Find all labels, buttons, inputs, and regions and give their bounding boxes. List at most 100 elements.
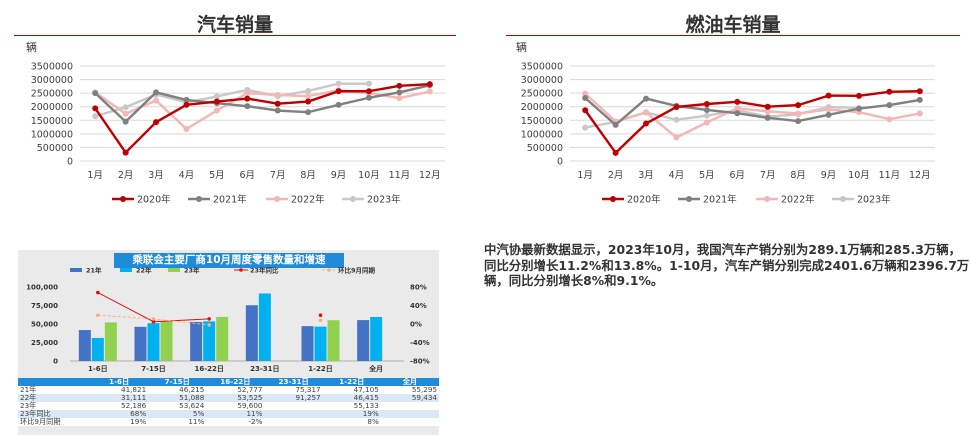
- legend-label: 2022年: [291, 194, 325, 206]
- data-point: [153, 97, 160, 104]
- rate-point: [96, 290, 100, 295]
- bar: [104, 322, 117, 361]
- table-cell: 46,415: [322, 394, 381, 402]
- bar: [314, 326, 327, 361]
- table-row: 22年 31,111 51,088 53,525 91,257 46,415 5…: [18, 394, 439, 402]
- data-point: [244, 103, 251, 110]
- bar: [203, 321, 216, 361]
- data-point: [396, 95, 403, 102]
- news-paragraph: 中汽协最新数据显示，2023年10月，我国汽车产销分别为289.1万辆和285.…: [484, 242, 970, 288]
- x-tick-label: 23-31日: [250, 365, 279, 373]
- data-point: [643, 95, 650, 102]
- table-cell: [380, 402, 439, 410]
- data-point: [335, 80, 342, 87]
- legend-marker: [327, 268, 331, 272]
- data-point: [92, 105, 99, 112]
- x-tick-label: 4月: [669, 170, 685, 181]
- x-tick-label: 12月: [909, 170, 931, 181]
- table-cell: [264, 410, 323, 418]
- legend-label: 21年: [86, 266, 102, 275]
- legend-marker: [274, 196, 280, 202]
- rate-point: [318, 318, 323, 323]
- table-cell: 23年: [18, 402, 90, 410]
- x-tick-label: 8月: [790, 170, 806, 181]
- y-tick-label: 1500000: [521, 116, 563, 127]
- table-header-cell: 7-15日: [148, 378, 207, 386]
- data-point: [703, 101, 710, 107]
- y-tick-label: 2000000: [521, 102, 563, 113]
- legend-label: 23年: [184, 266, 200, 275]
- title-underline: [506, 35, 960, 36]
- bar: [78, 330, 91, 361]
- x-tick-label: 3月: [148, 170, 164, 181]
- data-point: [183, 101, 190, 108]
- data-point: [582, 90, 589, 97]
- table-cell: 8%: [322, 418, 381, 426]
- legend-label: 2020年: [137, 194, 171, 206]
- data-point: [335, 88, 342, 95]
- data-point: [582, 107, 589, 114]
- table-cell: 68%: [90, 410, 149, 418]
- data-point: [703, 119, 710, 126]
- rate-point: [318, 313, 323, 318]
- data-point: [886, 102, 893, 109]
- table-cell: 31,111: [90, 394, 149, 402]
- title-underline: [14, 35, 456, 36]
- data-point: [274, 100, 281, 107]
- data-point: [916, 88, 923, 95]
- data-point: [825, 111, 832, 118]
- x-tick-label: 2月: [608, 170, 624, 181]
- pca-data-table: 1-6日 7-15日 16-22日 23-31日 1-22日 全月 21年 41…: [18, 378, 439, 426]
- table-cell: 53,525: [206, 394, 265, 402]
- data-point: [612, 121, 619, 128]
- series-line: [584, 92, 921, 139]
- table-header-cell: 全月: [380, 378, 439, 386]
- table-header-cell: 1-6日: [90, 378, 149, 386]
- rate-point: [207, 323, 211, 327]
- table-cell: 52,777: [206, 386, 265, 394]
- data-point: [795, 102, 802, 109]
- data-point: [153, 89, 160, 96]
- y2-tick-label: -40%: [410, 339, 430, 347]
- table-row: 21年 41,821 46,215 52,777 75,317 47,105 5…: [18, 386, 439, 394]
- table-cell: 52,186: [90, 402, 149, 410]
- x-tick-label: 2月: [118, 170, 134, 181]
- table-cell: [264, 402, 323, 410]
- series-line: [584, 97, 920, 127]
- data-point: [795, 118, 802, 125]
- x-tick-label: 8月: [300, 170, 316, 181]
- data-point: [274, 107, 281, 114]
- y-unit-label: 辆: [516, 41, 527, 54]
- x-tick-label: 4月: [179, 170, 195, 181]
- y-tick-label: 3000000: [521, 75, 563, 86]
- bar: [245, 305, 258, 361]
- data-point: [734, 110, 741, 117]
- legend-marker: [764, 196, 770, 202]
- table-cell: 19%: [322, 410, 381, 418]
- data-point: [916, 96, 923, 103]
- data-point: [673, 116, 680, 123]
- bar: [370, 317, 383, 361]
- legend-swatch: [168, 268, 180, 272]
- data-point: [122, 104, 129, 111]
- y-tick-label: 500000: [37, 143, 73, 154]
- data-point: [213, 98, 220, 105]
- pca-title: 乘联会主要厂商10月周度零售数量和增速: [114, 253, 344, 268]
- data-point: [673, 103, 680, 110]
- table-cell: 5%: [148, 410, 207, 418]
- pca-weekly-retail-panel: 乘联会主要厂商10月周度零售数量和增速 0 25,000 50,000 75,000 1…: [18, 250, 439, 435]
- table-header-row: 1-6日 7-15日 16-22日 23-31日 1-22日 全月: [18, 378, 439, 386]
- rate-point: [207, 317, 211, 321]
- series-line: [94, 84, 431, 123]
- legend-label: 2023年: [857, 194, 891, 206]
- table-cell: 23年同比: [18, 410, 90, 418]
- y2-tick-label: 80%: [410, 284, 427, 292]
- data-point: [916, 110, 923, 117]
- table-cell: 46,215: [148, 386, 207, 394]
- y-tick-label: 0: [53, 358, 58, 366]
- series-line: [584, 90, 920, 155]
- data-point: [183, 96, 190, 103]
- bar: [91, 337, 104, 361]
- y-tick-label: 75,000: [31, 302, 58, 310]
- data-point: [855, 105, 862, 112]
